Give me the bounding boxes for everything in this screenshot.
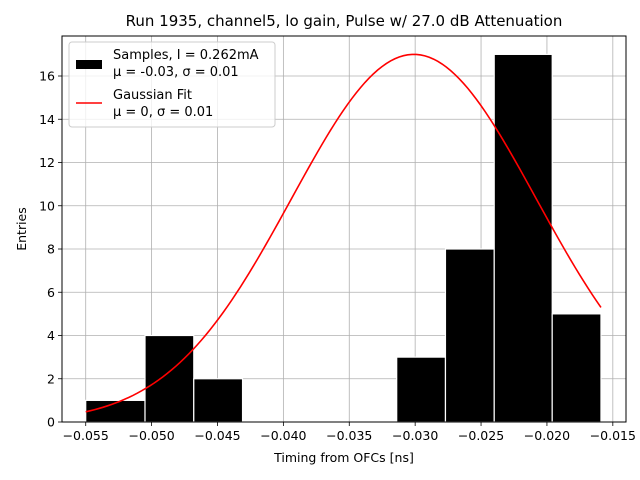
x-axis-title: Timing from OFCs [ns] xyxy=(273,450,414,465)
histogram-bar xyxy=(144,334,195,423)
histogram-bar xyxy=(444,248,495,423)
y-tick-label: 6 xyxy=(47,285,55,300)
y-axis-title: Entries xyxy=(14,207,29,251)
x-tick-label: −0.055 xyxy=(63,428,109,443)
legend: Samples, I = 0.262mA μ = -0.03, σ = 0.01… xyxy=(68,41,276,128)
legend-stats-samples: μ = -0.03, σ = 0.01 xyxy=(113,65,239,80)
histogram-bar xyxy=(551,313,602,423)
y-tick-label: 16 xyxy=(39,69,55,84)
x-tick-label: −0.025 xyxy=(458,428,504,443)
axes-frame xyxy=(61,35,627,423)
y-tick-label: 14 xyxy=(39,112,55,127)
x-tick-label: −0.030 xyxy=(392,428,438,443)
y-tick-label: 4 xyxy=(47,328,55,343)
legend-swatch-samples xyxy=(76,60,102,69)
y-tick-label: 0 xyxy=(47,415,55,430)
x-tick-label: −0.040 xyxy=(260,428,306,443)
chart-title: Run 1935, channel5, lo gain, Pulse w/ 27… xyxy=(126,12,563,30)
x-axis-ticks: −0.055 −0.050 −0.045 −0.040 −0.035 −0.030 −0.0… xyxy=(63,422,636,443)
x-tick-label: −0.035 xyxy=(326,428,372,443)
y-tick-label: 2 xyxy=(47,371,55,386)
x-tick-label: −0.045 xyxy=(194,428,240,443)
legend-label-samples: Samples, I = 0.262mA xyxy=(113,48,259,63)
legend-stats-fit: μ = 0, σ = 0.01 xyxy=(113,105,213,120)
y-tick-label: 12 xyxy=(39,155,55,170)
x-tick-label: −0.015 xyxy=(590,428,636,443)
gaussian-fit-line xyxy=(85,53,602,413)
histogram-bar xyxy=(193,378,244,423)
x-tick-label: −0.050 xyxy=(128,428,174,443)
gaussian-fit-curve xyxy=(85,53,602,413)
histogram-bar xyxy=(493,53,553,423)
histogram-bars xyxy=(85,53,602,423)
histogram-bar xyxy=(396,356,447,423)
legend-label-fit: Gaussian Fit xyxy=(113,88,192,103)
y-tick-label: 8 xyxy=(47,242,55,257)
x-tick-label: −0.020 xyxy=(524,428,570,443)
y-axis-ticks: 0 2 4 6 8 10 12 14 16 xyxy=(39,69,62,430)
y-tick-label: 10 xyxy=(39,198,55,213)
legend-box xyxy=(68,41,276,128)
